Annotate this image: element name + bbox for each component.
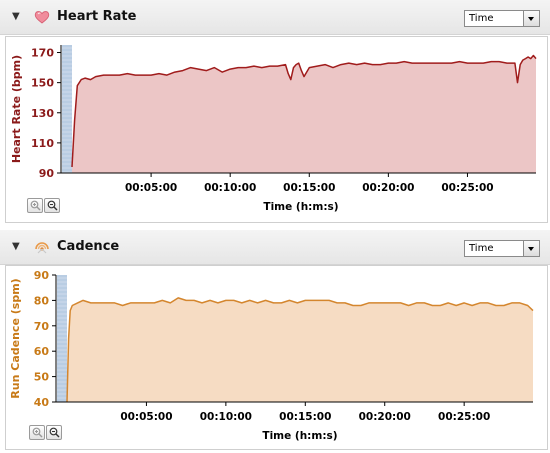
zoom-in-icon bbox=[30, 200, 41, 211]
x-axis-title: Time (h:m:s) bbox=[262, 430, 337, 442]
chevron-down-icon[interactable] bbox=[523, 11, 539, 26]
y-tick-label: 90 bbox=[34, 269, 50, 282]
x-tick-label: 00:10:00 bbox=[200, 411, 252, 423]
cadence-x-axis-select[interactable]: Time bbox=[464, 240, 540, 257]
heart-rate-panel: ▼ Heart Rate Time 90 110 130 150 170 00:05:00… bbox=[0, 0, 550, 224]
cadence-chart: 40 50 60 70 80 90 00:05:00 00:10:00 00:15:00 00:2… bbox=[5, 265, 548, 450]
heart-rate-x-axis-select[interactable]: Time bbox=[464, 10, 540, 27]
y-tick-label: 170 bbox=[31, 47, 54, 60]
x-tick-label: 00:20:00 bbox=[362, 182, 414, 194]
x-axis-title: Time (h:m:s) bbox=[263, 201, 338, 213]
x-tick-label: 00:25:00 bbox=[441, 182, 493, 194]
cadence-panel: ▼ Cadence Time 40 50 60 70 80 90 00:05:00 00:10… bbox=[0, 230, 550, 451]
x-tick-label: 00:20:00 bbox=[359, 411, 411, 423]
x-tick-label: 00:25:00 bbox=[438, 411, 490, 423]
y-tick-label: 150 bbox=[31, 77, 54, 90]
zoom-in-button[interactable] bbox=[29, 425, 45, 440]
y-tick-label: 80 bbox=[34, 294, 50, 307]
zoom-out-button[interactable] bbox=[44, 198, 60, 213]
cadence-icon bbox=[35, 242, 49, 254]
y-axis-title: Run Cadence (spm) bbox=[9, 278, 22, 398]
heart-rate-title: Heart Rate bbox=[57, 9, 137, 24]
cadence-title: Cadence bbox=[57, 239, 120, 254]
axis-band bbox=[62, 45, 72, 173]
heart-rate-chart: 90 110 130 150 170 00:05:00 00:10:00 00:15:00 00… bbox=[5, 36, 548, 223]
zoom-out-icon bbox=[49, 427, 60, 438]
collapse-triangle-icon[interactable]: ▼ bbox=[12, 11, 20, 22]
series-line bbox=[66, 297, 534, 403]
y-tick-label: 50 bbox=[34, 371, 50, 384]
heart-icon bbox=[34, 11, 50, 24]
y-axis-title: Heart Rate (bpm) bbox=[10, 55, 23, 163]
zoom-in-icon bbox=[32, 427, 43, 438]
series-area bbox=[72, 55, 536, 173]
x-tick-label: 00:15:00 bbox=[283, 182, 335, 194]
y-tick-label: 90 bbox=[39, 167, 55, 180]
zoom-out-button[interactable] bbox=[46, 425, 62, 440]
y-tick-label: 110 bbox=[31, 137, 54, 150]
series-line bbox=[71, 54, 537, 168]
heart-rate-select-value: Time bbox=[469, 13, 494, 24]
x-tick-label: 00:05:00 bbox=[125, 182, 177, 194]
zoom-in-button[interactable] bbox=[27, 198, 43, 213]
zoom-out-icon bbox=[47, 200, 58, 211]
cadence-chart-svg[interactable]: 40 50 60 70 80 90 00:05:00 00:10:00 00:15:00 00:2… bbox=[6, 266, 547, 449]
y-tick-label: 40 bbox=[34, 396, 50, 409]
heart-rate-chart-svg[interactable]: 90 110 130 150 170 00:05:00 00:10:00 00:15:00 00… bbox=[6, 37, 547, 222]
x-tick-label: 00:05:00 bbox=[120, 411, 172, 423]
y-tick-label: 130 bbox=[31, 107, 54, 120]
collapse-triangle-icon[interactable]: ▼ bbox=[12, 241, 20, 252]
x-tick-label: 00:15:00 bbox=[279, 411, 331, 423]
chevron-down-icon[interactable] bbox=[523, 241, 539, 256]
x-tick-label: 00:10:00 bbox=[204, 182, 256, 194]
heart-rate-header: ▼ Heart Rate Time bbox=[0, 0, 550, 35]
y-tick-label: 70 bbox=[34, 320, 50, 333]
cadence-header: ▼ Cadence Time bbox=[0, 230, 550, 265]
y-tick-label: 60 bbox=[34, 345, 50, 358]
series-area bbox=[67, 297, 533, 402]
axis-band bbox=[57, 275, 67, 402]
cadence-select-value: Time bbox=[469, 243, 494, 254]
